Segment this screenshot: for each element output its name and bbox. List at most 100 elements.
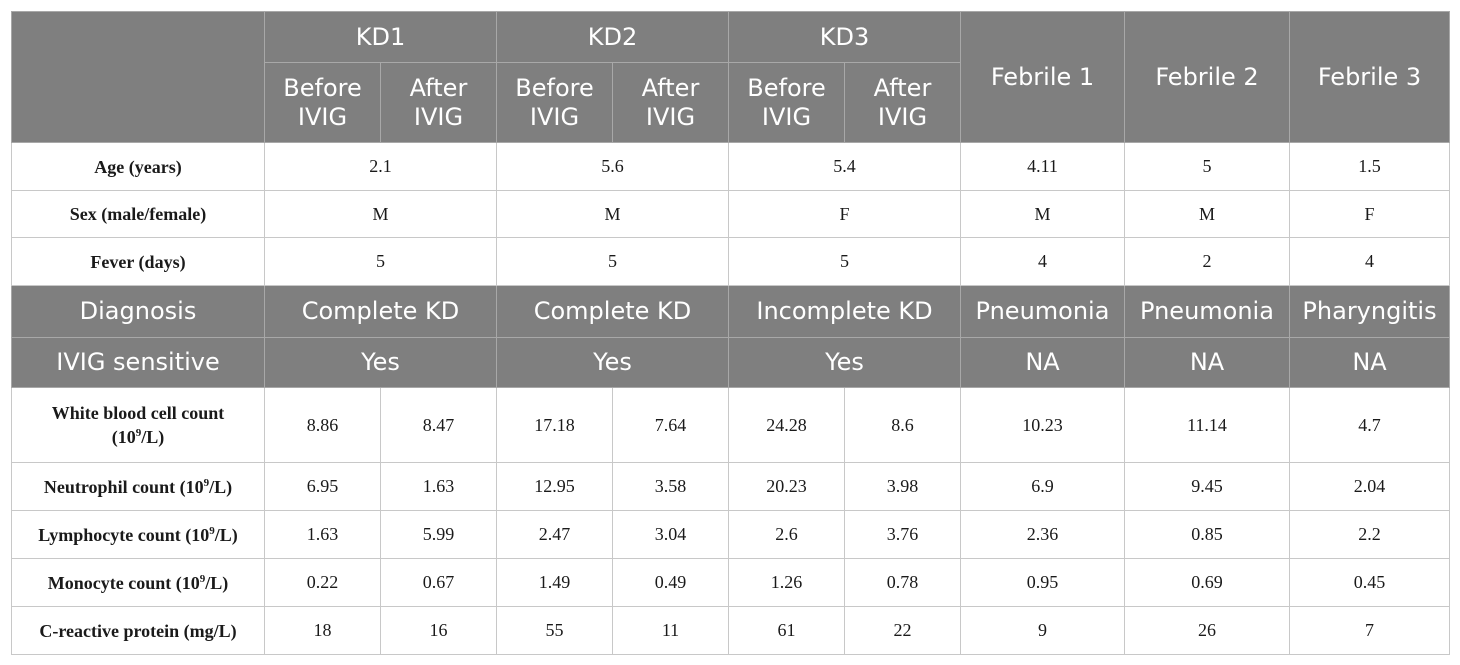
cell-mono-kd2-before: 1.49: [496, 558, 613, 607]
row-label-wbc-unit-post: /L): [141, 427, 165, 447]
cell-mono-kd1-before: 0.22: [264, 558, 381, 607]
header-kd3-after: After IVIG: [844, 62, 961, 143]
cell-ivig-febrile-3: NA: [1289, 337, 1450, 388]
cell-lymph-febrile-2: 0.85: [1124, 510, 1290, 559]
cell-ivig-kd3: Yes: [728, 337, 961, 388]
row-label-neutrophil-post: /L): [209, 476, 233, 497]
row-wbc: White blood cell count (109/L) 8.86 8.47…: [11, 387, 1450, 463]
row-label-wbc: White blood cell count (109/L): [11, 387, 265, 463]
cell-diagnosis-kd3: Incomplete KD: [728, 285, 961, 338]
cell-diagnosis-febrile-3: Pharyngitis: [1289, 285, 1450, 338]
row-label-neutrophil: Neutrophil count (109/L): [11, 462, 265, 511]
cell-crp-kd3-after: 22: [844, 606, 961, 655]
row-label-monocyte-post: /L): [205, 572, 229, 593]
cell-lymph-kd3-after: 3.76: [844, 510, 961, 559]
cell-crp-febrile-3: 7: [1289, 606, 1450, 655]
row-label-diagnosis: Diagnosis: [11, 285, 265, 338]
header-kd2-after: After IVIG: [612, 62, 729, 143]
cell-crp-kd2-after: 11: [612, 606, 729, 655]
cell-fever-kd3: 5: [728, 237, 961, 286]
row-label-wbc-sup: 9: [135, 427, 142, 439]
header-febrile-1: Febrile 1: [960, 11, 1125, 143]
cell-crp-kd1-after: 16: [380, 606, 497, 655]
cell-neut-febrile-1: 6.9: [960, 462, 1125, 511]
row-label-monocyte-sup: 9: [199, 572, 206, 585]
cell-diagnosis-febrile-2: Pneumonia: [1124, 285, 1290, 338]
cell-mono-kd3-before: 1.26: [728, 558, 845, 607]
row-diagnosis: Diagnosis Complete KD Complete KD Incomp…: [11, 285, 1450, 338]
row-label-wbc-unit-pre: (10: [111, 427, 136, 447]
cell-ivig-febrile-2: NA: [1124, 337, 1290, 388]
cell-mono-febrile-1: 0.95: [960, 558, 1125, 607]
cell-lymph-kd2-before: 2.47: [496, 510, 613, 559]
cell-ivig-kd1: Yes: [264, 337, 497, 388]
cell-crp-kd1-before: 18: [264, 606, 381, 655]
cell-wbc-kd3-after: 8.6: [844, 387, 961, 463]
row-fever: Fever (days) 5 5 5 4 2 4: [11, 237, 1450, 286]
header-corner-cell: [11, 11, 265, 143]
cell-fever-kd1: 5: [264, 237, 497, 286]
cell-mono-febrile-2: 0.69: [1124, 558, 1290, 607]
cell-wbc-kd1-after: 8.47: [380, 387, 497, 463]
row-label-monocyte: Monocyte count (109/L): [11, 558, 265, 607]
cell-wbc-kd2-before: 17.18: [496, 387, 613, 463]
cell-sex-kd3: F: [728, 190, 961, 238]
cell-crp-kd3-before: 61: [728, 606, 845, 655]
cell-lymph-febrile-3: 2.2: [1289, 510, 1450, 559]
cell-neut-kd2-after: 3.58: [612, 462, 729, 511]
cell-wbc-kd2-after: 7.64: [612, 387, 729, 463]
row-lymphocyte: Lymphocyte count (109/L) 1.63 5.99 2.47 …: [11, 510, 1450, 559]
header-febrile-2: Febrile 2: [1124, 11, 1290, 143]
cell-diagnosis-febrile-1: Pneumonia: [960, 285, 1125, 338]
cell-age-kd1: 2.1: [264, 142, 497, 191]
row-label-lymphocyte: Lymphocyte count (109/L): [11, 510, 265, 559]
cell-crp-febrile-2: 26: [1124, 606, 1290, 655]
cell-lymph-kd1-after: 5.99: [380, 510, 497, 559]
cell-sex-febrile-2: M: [1124, 190, 1290, 238]
row-label-sex: Sex (male/female): [11, 190, 265, 238]
cell-neut-kd1-after: 1.63: [380, 462, 497, 511]
row-label-lymphocyte-post: /L): [214, 524, 238, 545]
cell-sex-kd2: M: [496, 190, 729, 238]
row-monocyte: Monocyte count (109/L) 0.22 0.67 1.49 0.…: [11, 558, 1450, 607]
cell-neut-kd3-after: 3.98: [844, 462, 961, 511]
cell-age-kd3: 5.4: [728, 142, 961, 191]
row-label-monocyte-main: Monocyte count (10: [47, 572, 200, 593]
cell-crp-kd2-before: 55: [496, 606, 613, 655]
cell-age-febrile-3: 1.5: [1289, 142, 1450, 191]
cell-mono-kd2-after: 0.49: [612, 558, 729, 607]
cell-age-febrile-2: 5: [1124, 142, 1290, 191]
cell-age-febrile-1: 4.11: [960, 142, 1125, 191]
header-group-kd1: KD1: [264, 11, 497, 63]
row-age: Age (years) 2.1 5.6 5.4 4.11 5 1.5: [11, 142, 1450, 191]
cell-wbc-kd1-before: 8.86: [264, 387, 381, 463]
cell-diagnosis-kd2: Complete KD: [496, 285, 729, 338]
cell-ivig-kd2: Yes: [496, 337, 729, 388]
cell-fever-febrile-1: 4: [960, 237, 1125, 286]
header-row-groups: KD1 KD2 KD3 Febrile 1 Febrile 2 Febrile …: [11, 11, 1450, 143]
cell-mono-febrile-3: 0.45: [1289, 558, 1450, 607]
row-label-neutrophil-main: Neutrophil count (10: [43, 476, 204, 497]
cell-fever-febrile-3: 4: [1289, 237, 1450, 286]
cell-fever-febrile-2: 2: [1124, 237, 1290, 286]
header-kd1-after: After IVIG: [380, 62, 497, 143]
header-group-kd3: KD3: [728, 11, 961, 63]
cell-lymph-febrile-1: 2.36: [960, 510, 1125, 559]
row-label-ivig-sensitive: IVIG sensitive: [11, 337, 265, 388]
header-febrile-3: Febrile 3: [1289, 11, 1450, 143]
row-crp: C-reactive protein (mg/L) 18 16 55 11 61…: [11, 606, 1450, 655]
row-label-crp: C-reactive protein (mg/L): [11, 606, 265, 655]
header-row-subgroups: Before IVIG After IVIG Before IVIG After…: [12, 62, 1450, 143]
cell-fever-kd2: 5: [496, 237, 729, 286]
cell-wbc-febrile-1: 10.23: [960, 387, 1125, 463]
cell-ivig-febrile-1: NA: [960, 337, 1125, 388]
data-table: KD1 KD2 KD3 Febrile 1 Febrile 2 Febrile …: [11, 11, 1450, 655]
cell-lymph-kd1-before: 1.63: [264, 510, 381, 559]
cell-diagnosis-kd1: Complete KD: [264, 285, 497, 338]
row-neutrophil: Neutrophil count (109/L) 6.95 1.63 12.95…: [11, 462, 1450, 511]
cell-lymph-kd3-before: 2.6: [728, 510, 845, 559]
cell-neut-febrile-3: 2.04: [1289, 462, 1450, 511]
cell-neut-kd1-before: 6.95: [264, 462, 381, 511]
row-label-fever: Fever (days): [11, 237, 265, 286]
cell-lymph-kd2-after: 3.04: [612, 510, 729, 559]
